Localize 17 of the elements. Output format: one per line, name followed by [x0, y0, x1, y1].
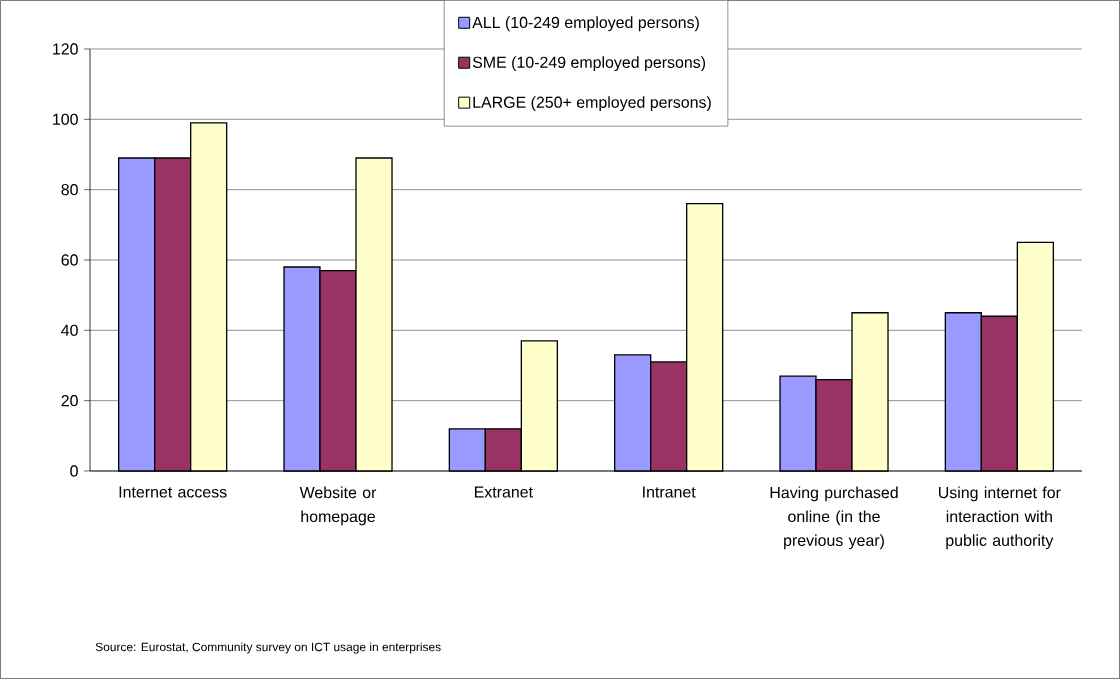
source-note: Source: Eurostat, Community survey on ICT usage in enterprises [95, 642, 441, 654]
y-tick-label: 100 [53, 113, 78, 125]
x-tick-label: Having purchased online (in the previous year) [770, 486, 898, 550]
x-tick-label: Intranet [643, 486, 696, 498]
y-tick-label: 0 [70, 465, 78, 477]
y-tick-label: 40 [61, 324, 78, 336]
y-tick-label: 20 [61, 395, 78, 407]
legend-label: LARGE (250+ employed persons) [473, 96, 711, 112]
y-tick-label: 80 [61, 184, 78, 196]
x-tick-label: Using internet for interaction with public authority [939, 486, 1061, 550]
x-tick-label: Website or homepage [299, 486, 377, 526]
y-tick-label: 120 [53, 43, 78, 55]
legend-label: SME (10-249 employed persons) [472, 56, 706, 72]
legend-label: ALL (10-249 employed persons) [472, 16, 699, 32]
y-tick-label: 60 [61, 254, 78, 266]
x-tick-label: Internet access [119, 486, 227, 498]
x-tick-label: Extranet [474, 486, 533, 498]
